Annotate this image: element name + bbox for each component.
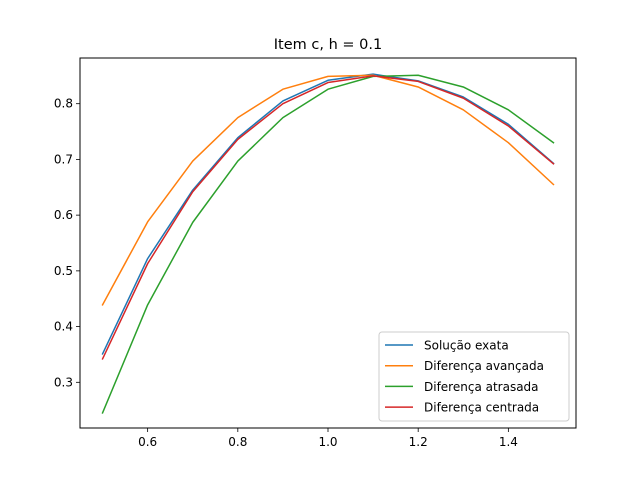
x-tick-label: 1.2: [409, 435, 428, 449]
series-line-diferenca-centrada: [101, 75, 555, 360]
x-tick-label: 1.4: [499, 435, 518, 449]
y-tick-label: 0.6: [54, 208, 73, 222]
series-line-diferenca-atrasada: [101, 74, 555, 414]
series-line-diferenca-avancada: [101, 74, 555, 306]
x-tick-label: 1.0: [318, 435, 337, 449]
y-tick-label: 0.4: [54, 320, 73, 334]
legend-label: Diferença avançada: [424, 359, 544, 373]
legend-label: Diferença centrada: [424, 401, 539, 415]
y-tick-label: 0.5: [54, 264, 73, 278]
axes-frame: [79, 57, 577, 429]
x-tick-label: 0.8: [228, 435, 247, 449]
y-tick-label: 0.3: [54, 375, 73, 389]
legend-label: Solução exata: [424, 339, 509, 353]
legend: Solução exata Diferença avançada Diferença…: [378, 331, 570, 422]
x-tick-label: 0.6: [138, 435, 157, 449]
legend-box: [378, 331, 570, 422]
plot-area: 0.6 0.8 1.0 1.2 1.4 0.3 0.4 0.5 0.6 0.7 0.8: [54, 73, 555, 449]
y-tick-label: 0.8: [54, 97, 73, 111]
y-tick-label: 0.7: [54, 152, 73, 166]
legend-label: Diferença atrasada: [424, 380, 539, 394]
series-line-solucao-exata: [101, 73, 555, 355]
chart-title: Item c, h = 0.1: [274, 37, 382, 53]
